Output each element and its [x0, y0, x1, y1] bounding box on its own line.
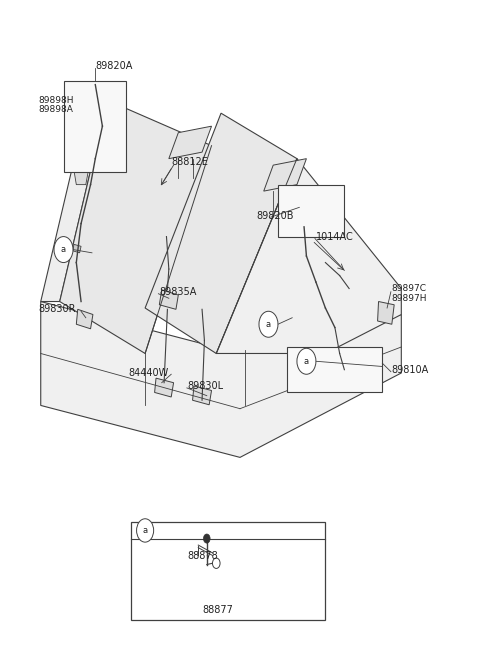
Polygon shape: [73, 244, 81, 253]
Text: 1014AC: 1014AC: [316, 232, 354, 242]
Bar: [288, 347, 383, 392]
Bar: [64, 81, 126, 172]
Circle shape: [213, 558, 220, 569]
Polygon shape: [79, 87, 117, 120]
Polygon shape: [216, 159, 401, 354]
Text: 89830L: 89830L: [188, 381, 224, 391]
Polygon shape: [192, 386, 212, 405]
Text: a: a: [61, 245, 66, 254]
Text: 88812E: 88812E: [171, 157, 208, 167]
Circle shape: [54, 236, 73, 263]
Bar: [278, 185, 344, 236]
Text: 89810A: 89810A: [392, 365, 429, 375]
Text: a: a: [143, 526, 148, 535]
Polygon shape: [155, 378, 174, 397]
Circle shape: [137, 519, 154, 542]
Polygon shape: [145, 113, 297, 354]
Text: 89897H: 89897H: [392, 294, 427, 303]
Text: 89835A: 89835A: [159, 287, 197, 297]
Polygon shape: [297, 208, 313, 227]
Text: 89820A: 89820A: [96, 62, 132, 71]
Text: a: a: [266, 320, 271, 329]
Polygon shape: [41, 301, 401, 457]
Text: 84440W: 84440W: [129, 368, 169, 378]
Polygon shape: [169, 126, 212, 159]
Text: 89898H: 89898H: [38, 96, 74, 105]
Polygon shape: [159, 290, 179, 309]
Bar: [131, 522, 325, 620]
Polygon shape: [76, 309, 93, 329]
Text: 89897C: 89897C: [392, 284, 427, 293]
Polygon shape: [74, 170, 88, 185]
Circle shape: [259, 311, 278, 337]
Text: 89830R: 89830R: [38, 305, 76, 314]
Polygon shape: [60, 100, 212, 354]
Text: a: a: [304, 357, 309, 365]
Text: 88878: 88878: [188, 551, 218, 561]
Text: 89820B: 89820B: [257, 211, 294, 221]
Circle shape: [204, 534, 210, 543]
Text: 88877: 88877: [202, 605, 233, 615]
Polygon shape: [41, 100, 107, 301]
Polygon shape: [378, 301, 394, 324]
Circle shape: [297, 348, 316, 374]
Polygon shape: [264, 159, 306, 191]
Text: 89898A: 89898A: [38, 105, 73, 115]
